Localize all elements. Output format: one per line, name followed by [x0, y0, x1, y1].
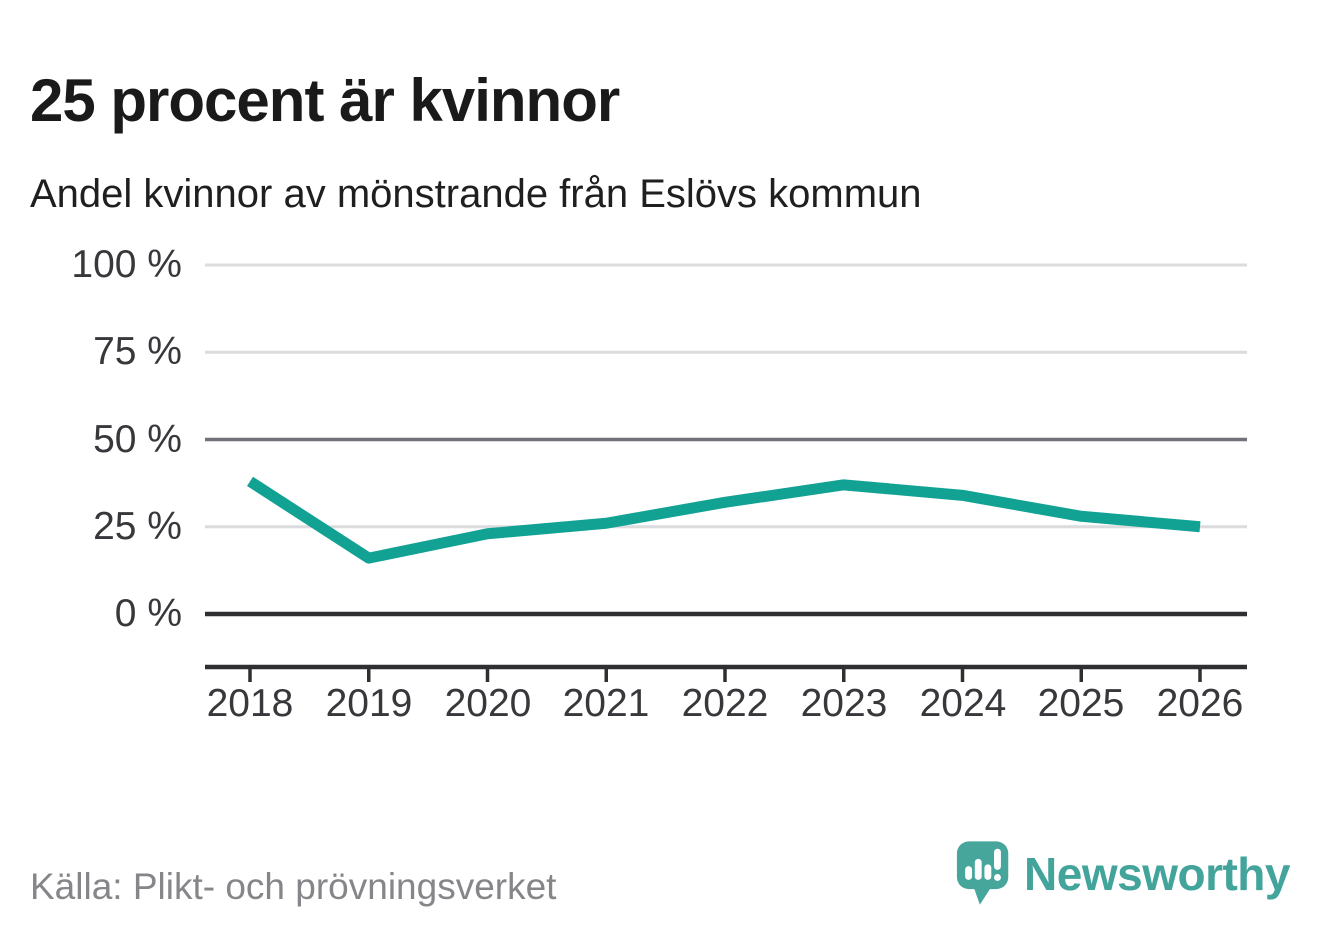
x-axis-label: 2026: [1156, 682, 1244, 725]
source-label: Källa: Plikt- och prövningsverket: [30, 866, 557, 907]
y-axis-label: 25 %: [93, 505, 182, 548]
x-axis-label: 2023: [800, 682, 888, 725]
y-axis-label: 100 %: [71, 243, 182, 286]
x-axis-label: 2024: [919, 682, 1007, 725]
y-axis-labels: 100 % 75 % 50 % 25 % 0 %: [0, 0, 182, 700]
x-axis-label: 2019: [325, 682, 413, 725]
x-axis-label: 2025: [1037, 682, 1125, 725]
brand-name: Newsworthy: [1024, 847, 1290, 900]
data-line: [247, 476, 1201, 564]
newsworthy-speech-bubble-bar-chart-icon: [956, 841, 1009, 905]
newsworthy-logo: Newsworthy: [956, 840, 1290, 907]
x-axis-label: 2018: [206, 682, 294, 725]
x-axis-label: 2022: [681, 682, 769, 725]
y-axis-label: 50 %: [93, 418, 182, 461]
chart-title: 25 procent är kvinnor: [30, 67, 620, 135]
x-axis-label: 2021: [562, 682, 650, 725]
y-axis-label: 0 %: [114, 592, 182, 635]
x-axis-label: 2020: [444, 682, 532, 725]
chart-subtitle: Andel kvinnor av mönstrande från Eslövs …: [30, 172, 922, 216]
y-axis-label: 75 %: [93, 330, 182, 373]
x-axis-labels: 2018 2019 2020 2021 2022 2023 2024 2025 …: [0, 682, 1322, 732]
